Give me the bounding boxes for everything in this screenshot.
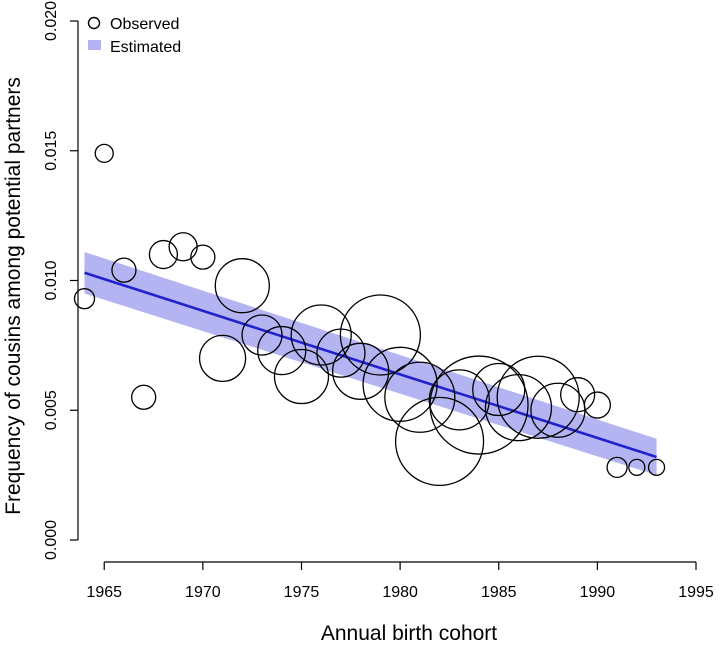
observed-point bbox=[214, 258, 270, 314]
observed-point bbox=[606, 456, 628, 478]
axes: 1965 1970 1975 1980 1985 1990 1995 0.0000.0050… bbox=[43, 1, 714, 601]
observed-point bbox=[111, 257, 137, 283]
observed-point bbox=[472, 362, 526, 417]
observed-point bbox=[190, 244, 216, 270]
x-tick-label: 1980 bbox=[382, 584, 418, 601]
x-axis-label: Annual birth cohort bbox=[321, 622, 497, 645]
observed-point bbox=[94, 143, 114, 163]
observed-point bbox=[559, 377, 596, 413]
x-tick-label: 1965 bbox=[86, 584, 122, 601]
y-axis-label: Frequency of cousins among potential par… bbox=[2, 77, 25, 515]
y-tick-label: 0.010 bbox=[43, 260, 60, 300]
observed-point bbox=[484, 374, 553, 442]
observed-point bbox=[339, 294, 422, 376]
observed-point bbox=[332, 342, 390, 400]
observed-point bbox=[428, 369, 490, 431]
y-axis-ticks: 0.000 0.005 0.010 0.015 0.020 bbox=[43, 1, 78, 560]
y-tick-label: 0.015 bbox=[43, 131, 60, 171]
observed-point bbox=[290, 304, 352, 366]
legend-estimated-label: Estimated bbox=[110, 39, 181, 56]
estimated-fit-line bbox=[84, 271, 657, 459]
x-tick-label: 1985 bbox=[481, 584, 517, 601]
observed-point bbox=[241, 314, 283, 356]
observed-point bbox=[273, 348, 330, 405]
legend-observed-label: Observed bbox=[110, 16, 179, 33]
observed-point bbox=[628, 458, 646, 476]
y-tick-label: 0.000 bbox=[43, 520, 60, 560]
observed-point bbox=[168, 232, 198, 262]
x-tick-label: 1995 bbox=[678, 584, 714, 601]
y-tick-label: 0.005 bbox=[43, 390, 60, 430]
observed-points-layer bbox=[73, 143, 666, 487]
legend: Observed Estimated bbox=[87, 16, 181, 56]
x-tick-label: 1975 bbox=[284, 584, 320, 601]
observed-point bbox=[198, 334, 247, 383]
y-tick-label: 0.020 bbox=[43, 1, 60, 41]
observed-point bbox=[429, 355, 529, 455]
observed-point bbox=[384, 361, 456, 433]
observed-point bbox=[148, 239, 179, 270]
observed-point bbox=[647, 458, 666, 476]
observed-point bbox=[73, 288, 96, 310]
x-tick-label: 1970 bbox=[185, 584, 221, 601]
observed-point bbox=[257, 325, 307, 376]
legend-estimated-symbol bbox=[88, 40, 101, 50]
observed-point bbox=[131, 384, 157, 410]
x-tick-label: 1990 bbox=[580, 584, 616, 601]
fit-line-layer bbox=[84, 271, 657, 459]
legend-observed-symbol bbox=[87, 16, 101, 30]
observed-point bbox=[496, 355, 580, 439]
x-axis-ticks: 1965 1970 1975 1980 1985 1990 1995 bbox=[86, 562, 714, 601]
observed-point bbox=[394, 396, 485, 487]
observed-point bbox=[583, 391, 612, 419]
